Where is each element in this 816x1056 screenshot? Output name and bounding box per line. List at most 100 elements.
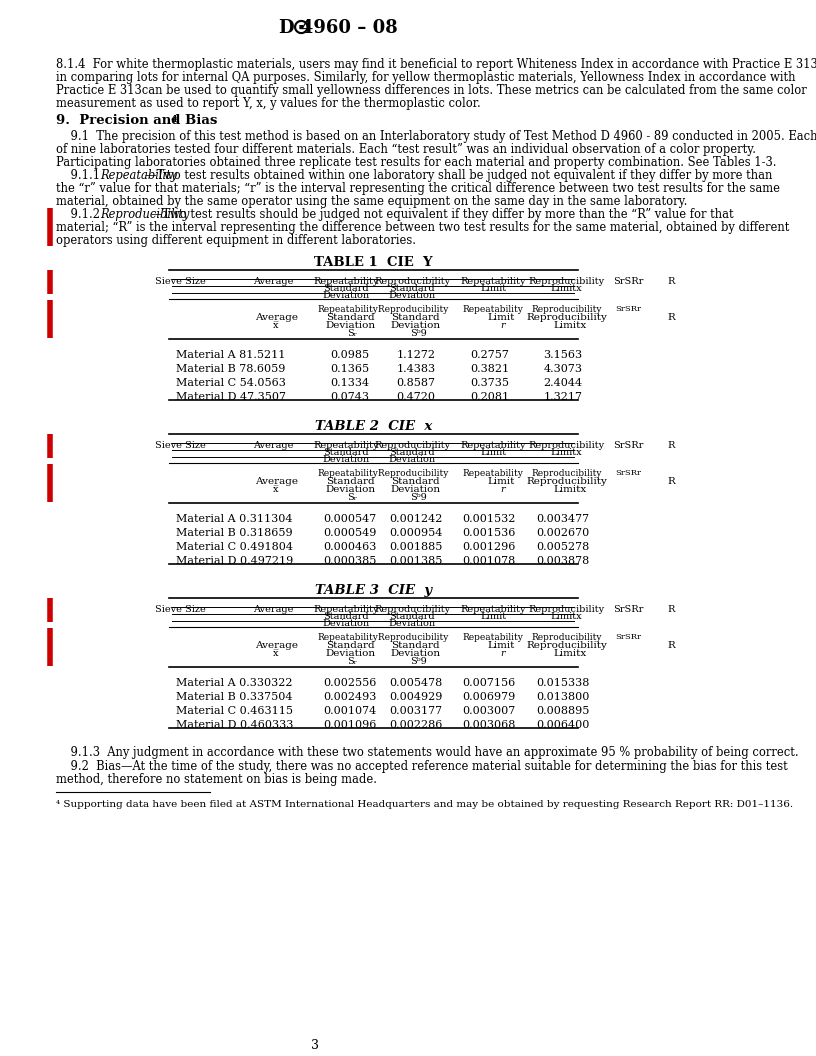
Text: 0.001532: 0.001532: [463, 513, 516, 524]
Text: Practice E 313can be used to quantify small yellowness differences in lots. Thes: Practice E 313can be used to quantify sm…: [55, 83, 806, 97]
Text: r: r: [500, 321, 505, 329]
Text: R: R: [667, 440, 675, 450]
Text: the “r” value for that materials; “r” is the interval representing the critical : the “r” value for that materials; “r” is…: [55, 182, 779, 195]
Text: Repeatability: Repeatability: [463, 469, 524, 477]
Text: 0.000549: 0.000549: [323, 528, 377, 538]
Text: 0.001078: 0.001078: [463, 555, 516, 566]
Text: 9.2  Bias—At the time of the study, there was no accepted reference material sui: 9.2 Bias—At the time of the study, there…: [55, 759, 787, 773]
Text: R: R: [667, 313, 675, 322]
Text: Standard: Standard: [323, 448, 369, 456]
Text: Repeatability: Repeatability: [460, 277, 526, 286]
Text: SrSRr: SrSRr: [615, 469, 641, 476]
Text: Repeatability: Repeatability: [463, 305, 524, 314]
Text: 0.001536: 0.001536: [463, 528, 516, 538]
Text: Sᵇ9: Sᵇ9: [410, 328, 427, 338]
Text: Limit: Limit: [487, 313, 515, 322]
Text: method, therefore no statement on bias is being made.: method, therefore no statement on bias i…: [55, 773, 377, 786]
Text: Limitx: Limitx: [554, 485, 588, 494]
Text: Reproducibility: Reproducibility: [100, 208, 190, 221]
Text: measurement as used to report Y, x, y values for the thermoplastic color.: measurement as used to report Y, x, y va…: [55, 97, 481, 110]
Text: Reproducibility: Reproducibility: [374, 605, 450, 614]
Text: x̅: x̅: [273, 485, 278, 494]
Text: Material B 0.337504: Material B 0.337504: [176, 692, 293, 701]
Text: 9.1.2: 9.1.2: [55, 208, 107, 221]
Text: Repeatability: Repeatability: [313, 440, 379, 450]
Text: Standard: Standard: [392, 476, 441, 486]
Text: 0.008895: 0.008895: [536, 705, 589, 716]
Text: Average: Average: [255, 641, 299, 649]
Text: Deviation: Deviation: [388, 455, 436, 464]
Text: Average: Average: [253, 277, 293, 286]
Text: Average: Average: [253, 440, 293, 450]
Text: Limitx: Limitx: [551, 448, 583, 456]
Text: 0.003878: 0.003878: [536, 555, 589, 566]
Text: 0.001296: 0.001296: [463, 542, 516, 551]
Text: x̅: x̅: [273, 648, 278, 658]
Text: of nine laboratories tested four different materials. Each “test result” was an : of nine laboratories tested four differe…: [55, 143, 756, 156]
Text: material, obtained by the same operator using the same equipment on the same day: material, obtained by the same operator …: [55, 195, 687, 208]
Text: Deviation: Deviation: [391, 648, 441, 658]
Text: r: r: [500, 485, 505, 494]
Text: SrSRr: SrSRr: [614, 277, 644, 286]
Text: 9.1.1: 9.1.1: [55, 169, 107, 182]
Text: 0.002286: 0.002286: [389, 719, 442, 730]
Text: Repeatability: Repeatability: [460, 440, 526, 450]
Text: TABLE 3  CIE  y: TABLE 3 CIE y: [315, 584, 432, 597]
Text: 8.1.4  For white thermoplastic materials, users may find it beneficial to report: 8.1.4 For white thermoplastic materials,…: [55, 58, 816, 71]
Text: Reproducibility: Reproducibility: [531, 633, 602, 642]
Text: Material B 78.6059: Material B 78.6059: [176, 363, 286, 374]
Text: 0.013800: 0.013800: [536, 692, 589, 701]
Text: Reproducibility: Reproducibility: [374, 440, 450, 450]
Text: Standard: Standard: [389, 284, 435, 293]
Text: 0.8587: 0.8587: [397, 378, 436, 388]
Text: 0.003068: 0.003068: [463, 719, 516, 730]
Text: Average: Average: [255, 476, 299, 486]
Text: Reproducibility: Reproducibility: [529, 605, 605, 614]
Text: 0.001885: 0.001885: [389, 542, 442, 551]
Text: R: R: [667, 277, 675, 286]
Text: Standard: Standard: [323, 611, 369, 621]
Text: Sᵣ: Sᵣ: [348, 657, 357, 665]
Text: Standard: Standard: [323, 284, 369, 293]
Text: 0.001385: 0.001385: [389, 555, 442, 566]
Text: Deviation: Deviation: [391, 321, 441, 329]
Text: 0.3821: 0.3821: [470, 363, 509, 374]
Text: Material C 0.491804: Material C 0.491804: [176, 542, 293, 551]
Text: 0.006979: 0.006979: [463, 692, 516, 701]
Text: Limit: Limit: [480, 284, 506, 293]
Text: Standard: Standard: [389, 611, 435, 621]
Text: 0.005478: 0.005478: [389, 678, 442, 687]
Text: 0.000954: 0.000954: [389, 528, 442, 538]
Text: 3.1563: 3.1563: [543, 350, 583, 360]
Text: R: R: [667, 476, 675, 486]
Text: Reproducibility: Reproducibility: [526, 313, 607, 322]
Text: Limitx: Limitx: [554, 648, 588, 658]
Text: Reproducibility: Reproducibility: [526, 641, 607, 649]
Text: Limitx: Limitx: [551, 611, 583, 621]
Text: in comparing lots for internal QA purposes. Similarly, for yellow thermoplastic : in comparing lots for internal QA purpos…: [55, 71, 795, 84]
Text: Participating laboratories obtained three replicate test results for each materi: Participating laboratories obtained thre…: [55, 156, 776, 169]
Text: Sᵇ9: Sᵇ9: [410, 657, 427, 665]
Text: 0.001074: 0.001074: [324, 705, 377, 716]
Text: Reproducibility: Reproducibility: [374, 277, 450, 286]
Text: 4.3073: 4.3073: [543, 363, 583, 374]
Text: Repeatability: Repeatability: [313, 605, 379, 614]
Text: Repeatability: Repeatability: [460, 605, 526, 614]
Text: r: r: [500, 648, 505, 658]
Text: Reproducibility: Reproducibility: [529, 277, 605, 286]
Text: Deviation: Deviation: [323, 619, 370, 627]
Text: SrSRr: SrSRr: [614, 440, 644, 450]
Text: material; “R” is the interval representing the difference between two test resul: material; “R” is the interval representi…: [55, 221, 789, 233]
Text: 0.3735: 0.3735: [470, 378, 509, 388]
Text: Average: Average: [253, 605, 293, 614]
Text: Limit: Limit: [480, 611, 506, 621]
Text: 0.006400: 0.006400: [536, 719, 589, 730]
Text: Limit: Limit: [480, 448, 506, 456]
Text: 0.1365: 0.1365: [330, 363, 370, 374]
Text: Sᵣ: Sᵣ: [348, 328, 357, 338]
Text: 0.002493: 0.002493: [323, 692, 377, 701]
Text: 1.3217: 1.3217: [543, 392, 583, 401]
Text: Average: Average: [255, 313, 299, 322]
Text: 0.4720: 0.4720: [397, 392, 436, 401]
Text: 0.001242: 0.001242: [389, 513, 442, 524]
